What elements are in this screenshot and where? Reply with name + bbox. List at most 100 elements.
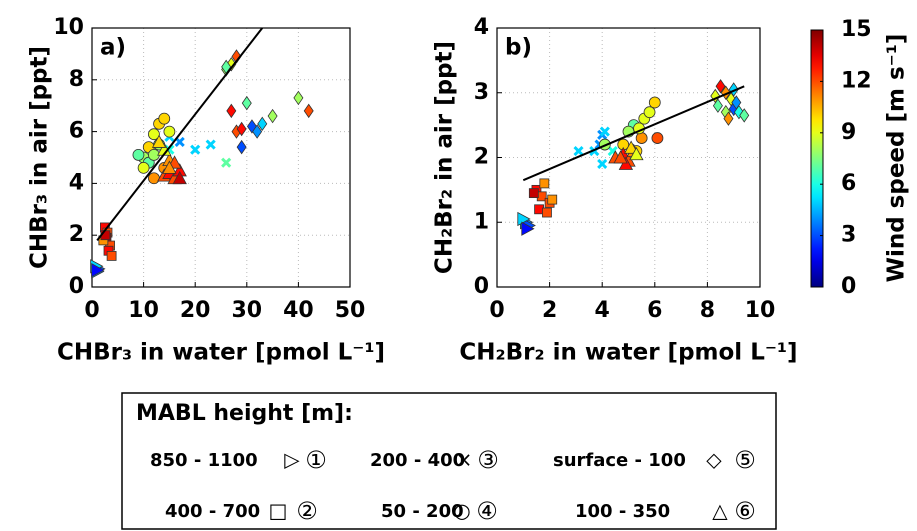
point [226,103,237,119]
point [221,157,232,168]
y-tick-label: 4 [69,170,84,195]
colorbar-tick-label: 12 [841,68,872,93]
point [629,146,644,161]
point [236,139,247,155]
point [205,139,216,150]
y-axis-label: CH₂Br₂ in air [ppt] [432,41,458,274]
point [174,136,185,148]
point [573,145,584,157]
point [643,106,656,119]
legend-number: ② [296,497,318,525]
colorbar-tick-label: 3 [841,223,856,248]
point [106,251,117,261]
legend-label: 100 - 350 [575,501,670,522]
point [132,149,145,161]
legend-number: ① [305,446,327,474]
y-tick-label: 4 [474,15,489,40]
legend-label: 850 - 1100 [150,450,258,471]
legend-symbol: ○ [453,499,470,523]
point [151,134,167,148]
y-tick-label: 3 [474,80,489,105]
point [731,95,742,110]
y-axis-label: CHBr₃ in air [ppt] [27,46,53,269]
point [517,211,531,227]
point [739,108,750,123]
point [158,112,171,125]
colorbar-tick-label: 6 [841,171,856,196]
legend-title: MABL height [m]: [136,401,353,426]
x-tick-label: 40 [283,298,314,323]
x-tick-label: 10 [128,298,159,323]
point [241,95,252,111]
point [162,160,177,174]
legend-symbol: △ [712,499,728,523]
plot-frame [91,27,351,288]
legend-number: ⑤ [734,446,756,474]
colorbar [810,29,824,288]
legend-number: ④ [476,497,498,525]
colorbar-label: Wind speed [m s⁻¹] [884,34,910,283]
point [547,194,558,205]
point [613,150,628,164]
y-tick-label: 10 [53,15,84,40]
point [91,262,105,278]
point [137,161,150,174]
x-tick-label: 30 [231,298,262,323]
legend-box [121,392,777,530]
point [715,79,726,94]
y-tick-label: 8 [69,67,84,92]
fit-line [522,85,745,182]
x-tick-label: 0 [84,298,99,323]
point [597,158,608,170]
legend-label: 50 - 200 [381,501,464,522]
x-tick-label: 0 [489,298,504,323]
y-tick-label: 6 [69,119,84,144]
point [723,111,734,126]
point [648,96,661,109]
legend-symbol: □ [269,499,288,523]
point [303,103,314,119]
point [293,90,304,106]
legend-label: surface - 100 [553,450,686,471]
panel-label: b) [505,35,532,61]
y-tick-label: 2 [69,222,84,247]
legend-number: ③ [477,446,499,474]
x-tick-label: 2 [542,298,557,323]
point [618,156,634,170]
legend-symbol: × [456,448,473,472]
point [539,178,550,189]
y-tick-label: 2 [474,145,489,170]
legend-label: 400 - 700 [165,501,260,522]
y-tick-label: 0 [474,274,489,299]
point [148,128,160,141]
fit-line [96,27,264,241]
point [236,121,247,137]
colorbar-tick-label: 9 [841,120,856,145]
point [172,170,187,185]
legend-label: 200 - 400 [370,450,465,471]
point [599,126,610,137]
point [542,207,552,218]
point [257,116,268,132]
point [651,132,664,144]
point [190,144,201,155]
x-tick-label: 10 [745,298,776,323]
legend-symbol: ◇ [706,448,722,472]
point [623,140,639,154]
point [252,124,263,139]
legend-number: ⑥ [734,497,756,525]
colorbar-tick-label: 15 [841,17,872,42]
plot-frame [496,27,761,288]
x-tick-label: 8 [700,298,715,323]
legend-symbol: ▷ [284,448,300,472]
point [163,125,176,138]
panel-label: a) [100,35,126,61]
point [148,172,160,185]
point [521,221,535,236]
x-axis-label: CH₂Br₂ in water [pmol L⁻¹] [459,340,797,366]
x-tick-label: 6 [647,298,662,323]
point [635,132,648,144]
y-tick-label: 1 [474,209,489,234]
